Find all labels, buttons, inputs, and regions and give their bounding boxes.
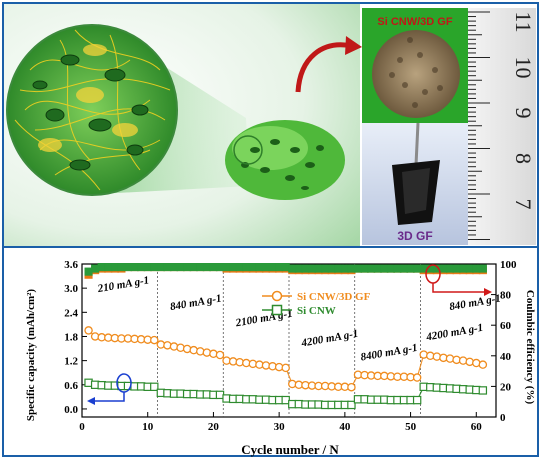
x-tick-label: 20 (208, 421, 220, 433)
rate-label: 8400 mA g-1 (360, 342, 419, 364)
x-tick-label: 60 (471, 421, 483, 433)
x-tick-label: 10 (142, 421, 154, 433)
legend-label-si-cnw-3dgf: Si CNW/3D GF (297, 291, 371, 303)
red-arrow-head (345, 36, 362, 55)
data-point-square (150, 382, 159, 392)
left-axis-indicator (87, 373, 132, 405)
y-tick-label: 0.0 (64, 404, 78, 416)
y-tick-label: 3.0 (64, 283, 78, 295)
y2-tick-label: 40 (500, 351, 512, 363)
data-point-circle (215, 350, 225, 360)
x-tick-label: 40 (339, 421, 351, 433)
photo-si-cnw-3dgf (362, 8, 468, 123)
data-point-circle (84, 326, 93, 335)
x-tick-label: 50 (405, 421, 417, 433)
ruler-number: 10 (511, 57, 536, 79)
rate-label: 210 mA g-1 (96, 274, 150, 295)
rate-label: 840 mA g-1 (448, 292, 501, 313)
ruler: 11 10 9 8 7 (468, 8, 536, 245)
photo-3dgf (362, 122, 468, 245)
panel-divider (2, 246, 539, 248)
graphene-foam-illustration (225, 120, 345, 200)
ruler-number: 11 (511, 11, 536, 32)
y2-tick-label: 80 (500, 290, 512, 302)
ruler-number: 9 (511, 108, 536, 119)
x-tick-label: 30 (274, 421, 286, 433)
x-axis-label: Cycle number / N (241, 442, 339, 457)
y2-tick-label: 20 (500, 381, 512, 393)
x-tick-label: 0 (79, 421, 85, 433)
y-axis-label: Specific capacity (mAh/cm²) (25, 289, 37, 422)
rate-capability-chart: 0 10 20 30 40 50 60 0.0 0.6 1.2 1.8 2.4 3.0 3.6 0 20 40 6… (25, 259, 536, 457)
rate-label: 4200 mA g-1 (424, 322, 484, 344)
legend-label-si-cnw: Si CNW (297, 305, 336, 317)
data-point-circle (281, 363, 290, 373)
y2-tick-label: 0 (500, 412, 506, 424)
y-tick-label: 0.6 (64, 380, 78, 392)
data-point-circle (412, 373, 422, 382)
y-tick-label: 3.6 (64, 259, 78, 271)
data-point-square (412, 395, 422, 405)
data-point-circle (478, 360, 488, 369)
rate-label: 4200 mA g-1 (300, 328, 360, 350)
y-tick-label: 2.4 (64, 307, 78, 319)
y2-axis-label: Coulmbic efficiency (%) (524, 290, 536, 405)
y-tick-label: 1.8 (64, 331, 78, 343)
figure-border (2, 2, 539, 457)
efficiency-point (478, 264, 487, 273)
data-point-circle (347, 382, 356, 392)
illustration-panel: Si CNW/3D GF 3D GF 11 10 9 8 7 (4, 4, 536, 246)
ruler-number: 7 (511, 199, 536, 210)
legend-marker-circle (271, 290, 283, 302)
photo-top-label: Si CNW/3D GF (377, 16, 452, 28)
rate-label: 840 mA g-1 (169, 292, 222, 313)
ruler-number: 8 (511, 153, 536, 164)
photo-bottom-label: 3D GF (397, 229, 432, 243)
legend: Si CNW/3D GF Si CNW (262, 290, 371, 317)
y2-tick-label: 100 (500, 259, 517, 271)
data-point-circle (150, 335, 159, 345)
data-point-square (347, 400, 356, 410)
red-arrow (295, 42, 353, 93)
y2-tick-label: 60 (500, 320, 512, 332)
data-point-square (478, 386, 488, 395)
rate-label: 2100 mA g-1 (234, 308, 294, 330)
legend-marker-square (271, 304, 283, 316)
zoomed-nanowire-circle (6, 24, 178, 196)
y-tick-label: 1.2 (64, 356, 78, 368)
right-axis-indicator (425, 264, 492, 296)
